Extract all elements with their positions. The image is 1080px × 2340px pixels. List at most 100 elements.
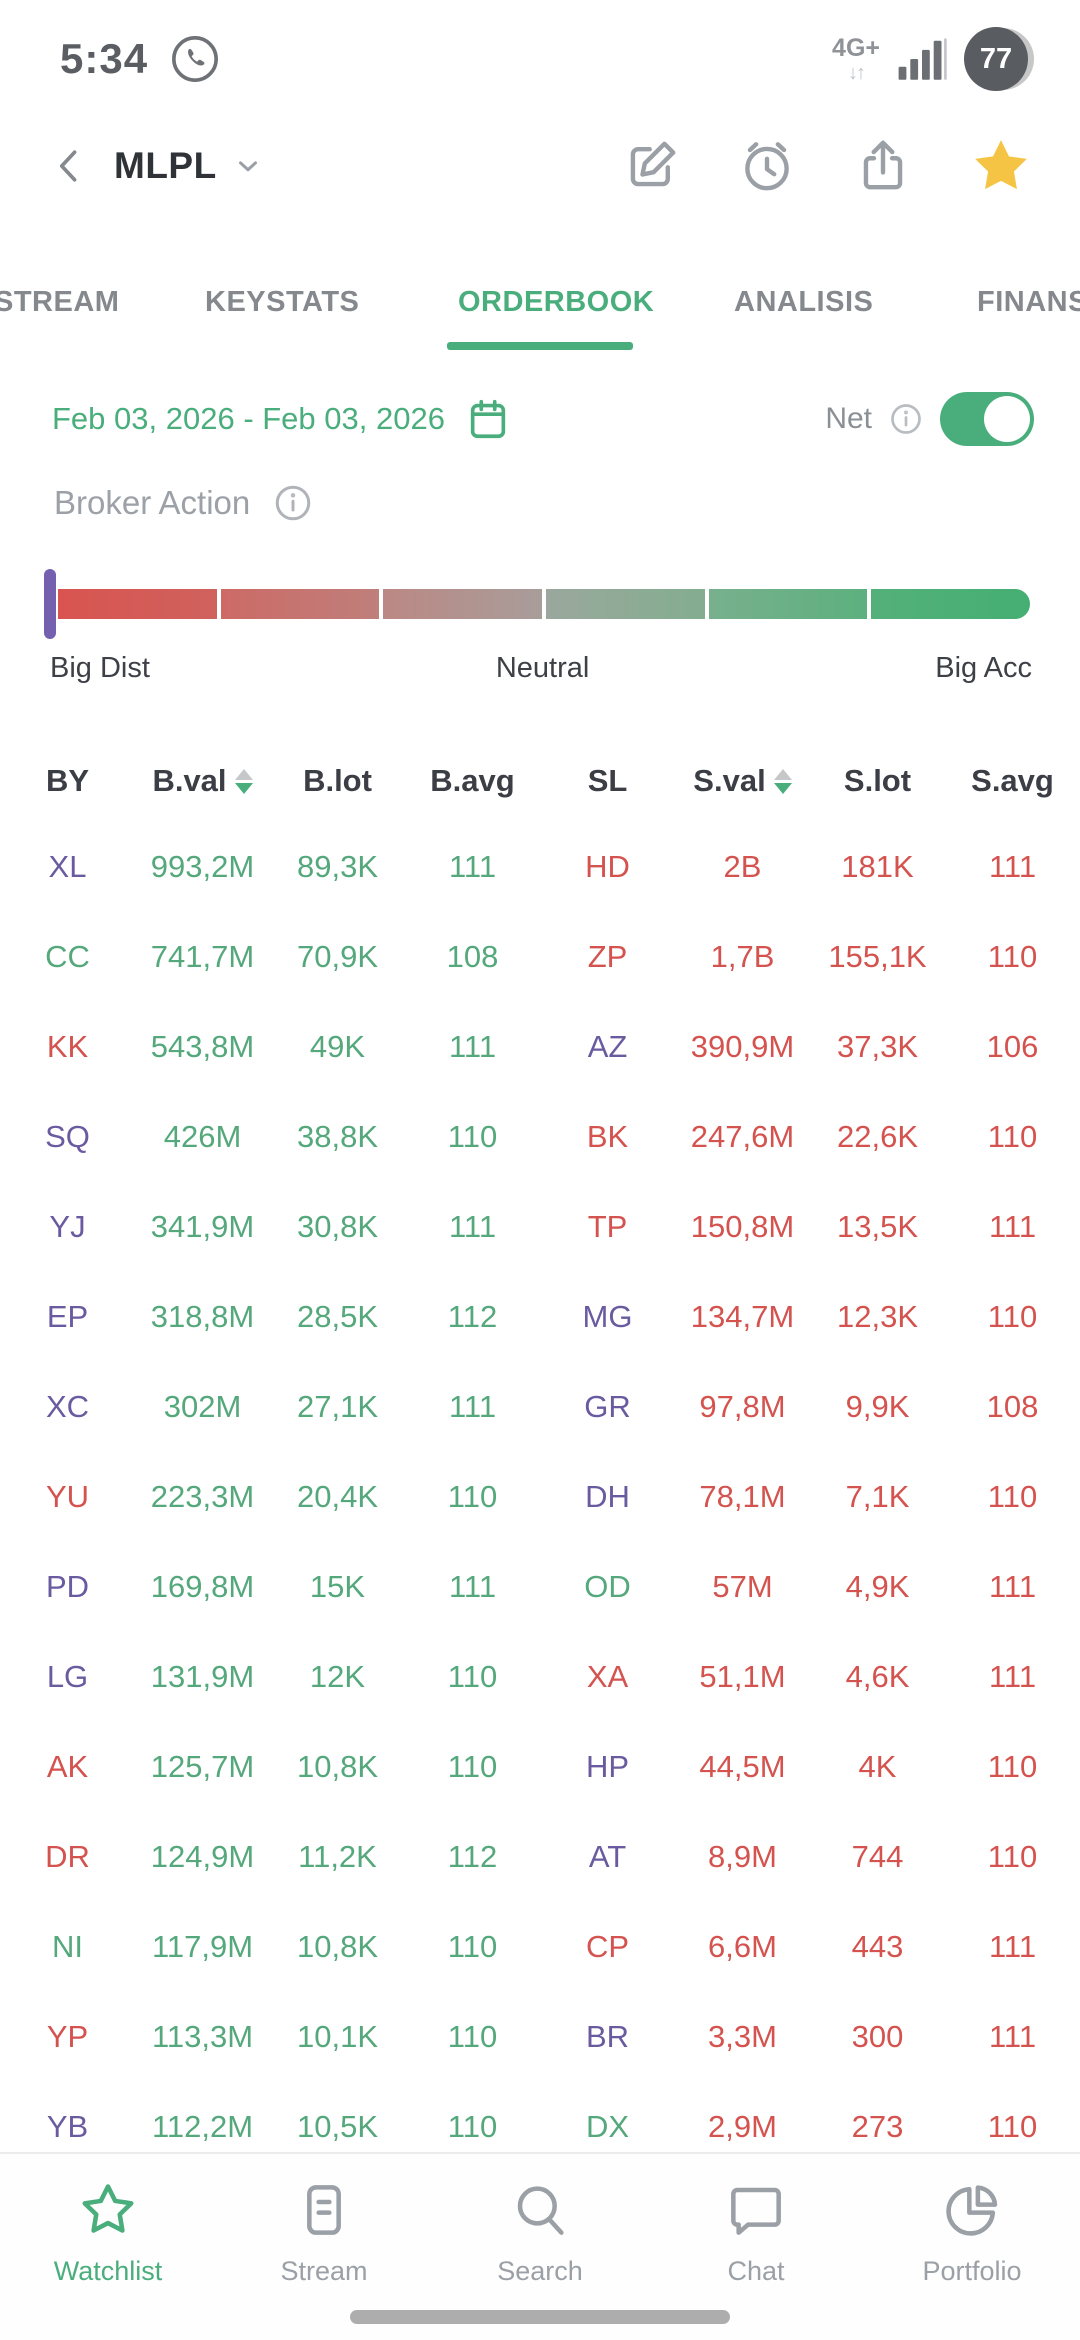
buy-lot: 70,9K (296, 939, 378, 974)
buy-broker-code: KK (46, 1029, 89, 1064)
orderbook-row[interactable]: DR 124,9M 11,2K 112 AT 8,9M 744 110 (0, 1812, 1080, 1902)
col-bavg[interactable]: B.avg (430, 763, 515, 798)
gauge-track (58, 589, 1030, 619)
sell-avg: 111 (988, 2019, 1037, 2054)
sell-avg: 110 (987, 1749, 1038, 1784)
buy-broker-code: SQ (45, 1119, 90, 1154)
orderbook-row[interactable]: YU 223,3M 20,4K 110 DH 78,1M 7,1K 110 (0, 1452, 1080, 1542)
col-savg[interactable]: S.avg (971, 763, 1054, 798)
app-header: MLPL (48, 118, 1034, 214)
col-bval[interactable]: B.val (135, 763, 270, 799)
info-icon[interactable] (888, 401, 924, 437)
sell-lot: 7,1K (845, 1479, 910, 1514)
sort-icon (234, 768, 253, 794)
sell-broker-code: DH (585, 1479, 630, 1514)
orderbook-row[interactable]: XL 993,2M 89,3K 111 HD 2B 181K 111 (0, 822, 1080, 912)
orderbook-row[interactable]: YB 112,2M 10,5K 110 DX 2,9M 273 110 (0, 2082, 1080, 2154)
sell-broker-code: HP (585, 1749, 630, 1784)
alarm-icon[interactable] (736, 135, 798, 197)
orderbook-row[interactable]: YJ 341,9M 30,8K 111 TP 150,8M 13,5K 111 (0, 1182, 1080, 1272)
buy-avg: 111 (448, 1389, 497, 1424)
buy-value: 124,9M (150, 1839, 255, 1874)
buy-avg: 111 (448, 1569, 497, 1604)
buy-avg: 111 (448, 849, 497, 884)
tab-finansial[interactable]: FINANSIAL (977, 286, 1080, 318)
battery-percent: 77 (979, 42, 1013, 75)
nav-label: Stream (280, 2256, 368, 2286)
edit-icon[interactable] (620, 135, 682, 197)
orderbook-row[interactable]: EP 318,8M 28,5K 112 MG 134,7M 12,3K 110 (0, 1272, 1080, 1362)
buy-value: 426M (163, 1119, 242, 1154)
orderbook-row[interactable]: AK 125,7M 10,8K 110 HP 44,5M 4K 110 (0, 1722, 1080, 1812)
buy-lot: 30,8K (296, 1209, 378, 1244)
buy-broker-code: YJ (49, 1209, 86, 1244)
nav-search[interactable]: Search (432, 2154, 648, 2340)
info-icon[interactable] (272, 482, 314, 524)
gauge-marker (44, 569, 56, 639)
sell-value: 134,7M (690, 1299, 795, 1334)
buy-lot: 49K (309, 1029, 366, 1064)
home-indicator[interactable] (350, 2310, 730, 2324)
buy-avg: 111 (448, 1029, 497, 1064)
share-icon[interactable] (852, 135, 914, 197)
buy-value: 112,2M (151, 2109, 254, 2144)
sell-value: 57M (712, 1569, 773, 1604)
orderbook-row[interactable]: YP 113,3M 10,1K 110 BR 3,3M 300 111 (0, 1992, 1080, 2082)
sell-value: 8,9M (708, 1839, 777, 1874)
tab-orderbook[interactable]: ORDERBOOK (458, 286, 655, 318)
buy-value: 125,7M (150, 1749, 255, 1784)
sell-broker-code: MG (582, 1299, 633, 1334)
symbol-selector[interactable]: MLPL (114, 145, 263, 187)
broker-action-header: Broker Action (54, 482, 314, 524)
sell-broker-code: BR (585, 2019, 630, 2054)
orderbook-row[interactable]: PD 169,8M 15K 111 OD 57M 4,9K 111 (0, 1542, 1080, 1632)
sell-avg: 111 (988, 849, 1037, 884)
col-sl: SL (587, 763, 628, 798)
col-slot[interactable]: S.lot (843, 763, 912, 798)
orderbook-row[interactable]: LG 131,9M 12K 110 XA 51,1M 4,6K 111 (0, 1632, 1080, 1722)
back-chevron-icon[interactable] (48, 144, 92, 188)
buy-broker-code: XC (45, 1389, 90, 1424)
orderbook-rows: XL 993,2M 89,3K 111 HD 2B 181K 111 CC 74… (0, 822, 1080, 2154)
sell-value: 97,8M (699, 1389, 786, 1424)
sell-avg: 110 (987, 1479, 1038, 1514)
orderbook-row[interactable]: CC 741,7M 70,9K 108 ZP 1,7B 155,1K 110 (0, 912, 1080, 1002)
star-icon[interactable] (968, 133, 1034, 199)
date-range-picker[interactable]: Feb 03, 2026 - Feb 03, 2026 (52, 396, 511, 442)
tab-analisis[interactable]: ANALISIS (734, 286, 874, 318)
sell-avg: 106 (986, 1029, 1039, 1064)
tab-keystats[interactable]: KEYSTATS (205, 286, 360, 318)
buy-lot: 89,3K (296, 849, 378, 884)
sell-broker-code: DX (585, 2109, 630, 2144)
orderbook-row[interactable]: SQ 426M 38,8K 110 BK 247,6M 22,6K 110 (0, 1092, 1080, 1182)
orderbook-row[interactable]: KK 543,8M 49K 111 AZ 390,9M 37,3K 106 (0, 1002, 1080, 1092)
col-sval[interactable]: S.val (675, 763, 810, 799)
col-blot[interactable]: B.lot (303, 763, 372, 798)
sell-lot: 300 (851, 2019, 904, 2054)
buy-value: 223,3M (150, 1479, 255, 1514)
active-tab-underline (447, 342, 633, 350)
buy-avg: 110 (447, 1749, 498, 1784)
sell-value: 44,5M (699, 1749, 786, 1784)
buy-broker-code: CC (45, 939, 90, 974)
nav-portfolio[interactable]: Portfolio (864, 2154, 1080, 2340)
orderbook-row[interactable]: NI 117,9M 10,8K 110 CP 6,6M 443 111 (0, 1902, 1080, 1992)
nav-label: Watchlist (53, 2256, 163, 2286)
buy-broker-code: NI (52, 1929, 83, 1964)
sell-avg: 111 (988, 1929, 1037, 1964)
nav-watchlist[interactable]: Watchlist (0, 2154, 216, 2340)
orderbook-row[interactable]: XC 302M 27,1K 111 GR 97,8M 9,9K 108 (0, 1362, 1080, 1452)
nav-stream[interactable]: Stream (216, 2154, 432, 2340)
sell-value: 3,3M (708, 2019, 777, 2054)
sell-lot: 12,3K (836, 1299, 918, 1334)
nav-chat[interactable]: Chat (648, 2154, 864, 2340)
clock: 5:34 (60, 35, 149, 82)
net-toggle[interactable] (940, 392, 1034, 446)
col-by: BY (45, 763, 90, 798)
buy-lot: 20,4K (296, 1479, 378, 1514)
pie-chart-icon (940, 2178, 1004, 2242)
tab-stream[interactable]: STREAM (0, 286, 120, 318)
buy-avg: 110 (447, 2019, 498, 2054)
buy-value: 302M (163, 1389, 242, 1424)
gauge-label-right: Big Acc (935, 652, 1032, 684)
